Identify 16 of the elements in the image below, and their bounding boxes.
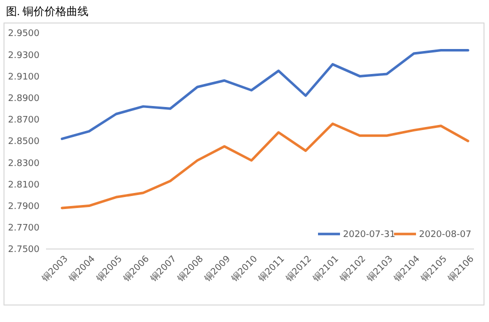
chart-title: 图. 铜价价格曲线: [6, 5, 88, 18]
legend-label: 2020-08-07: [419, 230, 472, 240]
line-series: [60, 49, 470, 140]
y-tick-label: 2.8100: [8, 180, 40, 190]
y-tick-label: 2.9100: [8, 72, 40, 82]
y-tick-label: 2.7700: [8, 224, 40, 234]
y-tick-label: 2.8900: [8, 94, 40, 104]
y-tick-label: 2.7900: [8, 202, 40, 212]
y-tick-label: 2.7500: [8, 245, 40, 256]
y-tick-label: 2.8300: [8, 158, 40, 169]
legend-label: 2020-07-31: [343, 230, 396, 240]
y-tick-label: 2.8500: [8, 137, 40, 148]
y-tick-label: 2.9500: [8, 29, 40, 40]
y-tick-label: 2.9300: [8, 50, 40, 61]
line-series: [60, 122, 470, 210]
y-tick-label: 2.8700: [8, 116, 40, 126]
